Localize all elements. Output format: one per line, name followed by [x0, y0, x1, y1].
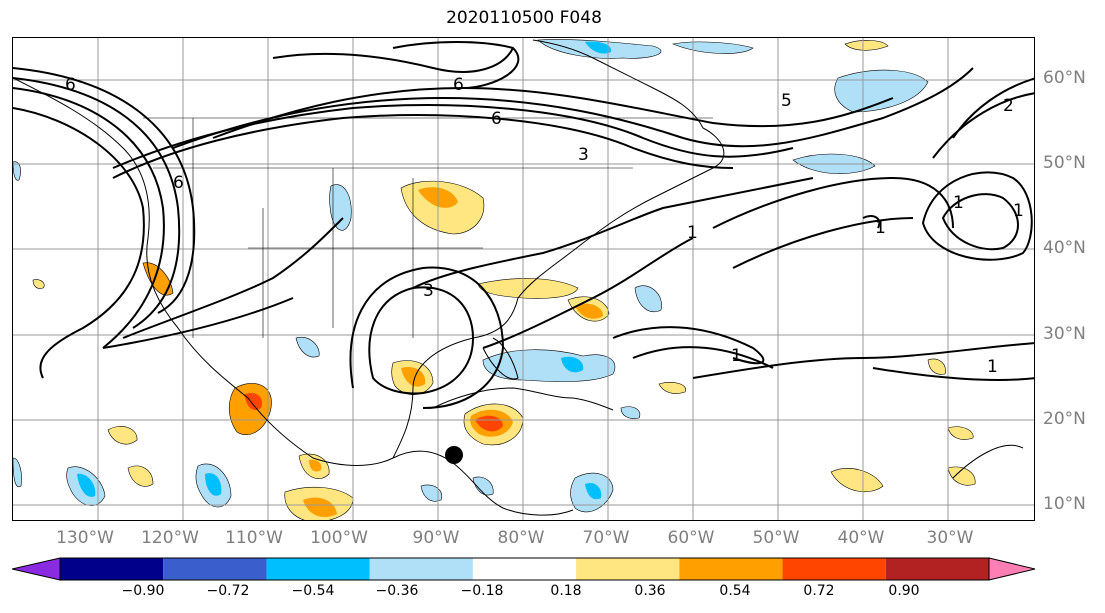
contour-label: 1 — [953, 193, 964, 213]
contour-label: 1 — [687, 223, 698, 243]
colorbar-tick: 0.18 — [550, 583, 582, 599]
lat-label: 20°N — [1043, 409, 1086, 429]
contour-label: 6 — [453, 75, 464, 95]
map-canvas: 6 6 6 6 3 5 2 1 1 1 3 1 1 1 — [13, 38, 1034, 520]
contour-label: 1 — [1013, 201, 1024, 221]
lat-label: 30°N — [1043, 324, 1086, 344]
plot-title: 2020110500 F048 — [446, 8, 602, 28]
colorbar-tick: −0.36 — [375, 583, 419, 599]
colorbar — [12, 557, 1036, 581]
map-panel: 6 6 6 6 3 5 2 1 1 1 3 1 1 1 — [12, 37, 1035, 521]
contour-label: 6 — [173, 173, 184, 193]
contour-label: 1 — [731, 346, 742, 366]
colorbar-cell — [163, 558, 267, 580]
lon-label: 30°W — [926, 528, 974, 548]
lat-label: 50°N — [1043, 153, 1086, 173]
contour-label: 1 — [987, 357, 998, 377]
lon-label: 50°W — [752, 528, 800, 548]
lon-label: 80°W — [497, 528, 545, 548]
colorbar-extend-max — [988, 557, 1036, 581]
contour-label: 3 — [578, 145, 589, 165]
contour-label: 5 — [781, 91, 792, 111]
colorbar-cell — [472, 558, 577, 580]
colorbar-tick: −0.72 — [206, 583, 250, 599]
coastlines — [13, 39, 1024, 516]
colorbar-cell — [266, 558, 370, 580]
colorbar-cell — [576, 558, 680, 580]
colorbar-cell — [679, 558, 783, 580]
colorbar-tick: 0.72 — [803, 583, 835, 599]
colorbar-tick: −0.90 — [121, 583, 165, 599]
colorbar-tick: −0.54 — [291, 583, 335, 599]
colorbar-extend-min — [12, 557, 61, 581]
storm-center-marker — [445, 446, 463, 464]
contour-label: 2 — [1003, 96, 1014, 116]
contour-label: 6 — [65, 75, 76, 95]
lon-label: 90°W — [412, 528, 460, 548]
colorbar-outline — [59, 557, 990, 581]
colorbar-cell — [885, 558, 989, 580]
contour-lines — [13, 41, 1034, 409]
contour-label: 1 — [875, 218, 886, 238]
colorbar-tick: 0.90 — [888, 583, 920, 599]
colorbar-cell — [60, 558, 164, 580]
shaded-anomalies — [13, 39, 976, 520]
contour-label: 3 — [423, 281, 434, 301]
contour-label-group: 6 6 6 6 3 5 2 1 1 1 3 1 1 1 — [65, 75, 1024, 377]
lon-label: 70°W — [582, 528, 630, 548]
lat-label: 60°N — [1043, 68, 1086, 88]
lon-label: 130°W — [56, 528, 114, 548]
lon-label: 40°W — [837, 528, 885, 548]
lon-label: 60°W — [667, 528, 715, 548]
lon-label: 100°W — [310, 528, 368, 548]
contour-label: 6 — [491, 109, 502, 129]
lat-label: 40°N — [1043, 238, 1086, 258]
lon-label: 120°W — [141, 528, 199, 548]
lat-label: 10°N — [1043, 494, 1086, 514]
colorbar-tick: 0.54 — [719, 583, 751, 599]
colorbar-cell — [369, 558, 473, 580]
colorbar-cell — [782, 558, 886, 580]
colorbar-tick: −0.18 — [460, 583, 504, 599]
colorbar-tick: 0.36 — [634, 583, 666, 599]
lon-label: 110°W — [225, 528, 283, 548]
